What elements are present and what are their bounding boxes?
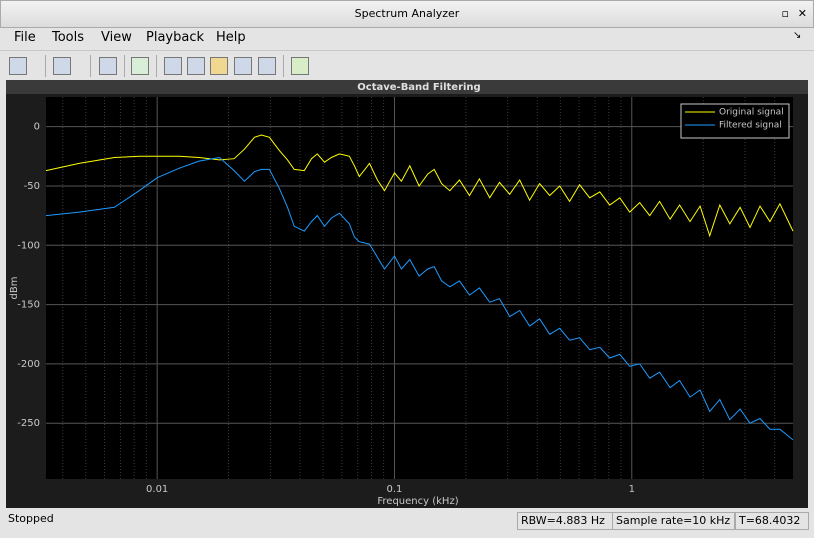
separator <box>156 55 157 77</box>
spectrum-button[interactable] <box>131 57 149 75</box>
legend-label: Filtered signal <box>719 121 782 131</box>
menu-item[interactable]: Tools <box>52 30 85 45</box>
status-rbw: RBW=4.883 Hz <box>517 512 613 530</box>
close-button[interactable]: ✕ <box>797 7 807 20</box>
cursor-button[interactable] <box>164 57 182 75</box>
distortion-button[interactable] <box>234 57 252 75</box>
plot-area <box>46 97 793 479</box>
status-bar: Stopped RBW=4.883 Hz Sample rate=10 kHz … <box>0 509 814 531</box>
ccdf-button[interactable] <box>258 57 276 75</box>
separator <box>45 55 46 77</box>
y-tick-label: -200 <box>17 359 40 370</box>
title-bar: Spectrum Analyzer ▫ ✕ <box>0 0 814 28</box>
series-line <box>45 134 794 238</box>
status-sample-rate: Sample rate=10 kHz <box>612 512 735 530</box>
menu-bar: File Tools View Playback Help ↘ <box>0 27 814 49</box>
separator <box>90 55 91 77</box>
series-line <box>45 156 794 441</box>
channel-button[interactable] <box>210 57 228 75</box>
menu-item[interactable]: View <box>101 30 132 45</box>
settings-button[interactable] <box>9 57 27 75</box>
window-title: Spectrum Analyzer <box>354 7 460 20</box>
scale-button[interactable] <box>99 57 117 75</box>
legend-box <box>680 103 790 139</box>
menu-item[interactable]: File <box>14 30 36 45</box>
x-tick-label: 0.01 <box>146 484 168 495</box>
x-tick-label: 1 <box>629 484 635 495</box>
peak-button[interactable] <box>187 57 205 75</box>
y-tick-label: -150 <box>17 300 40 311</box>
separator <box>283 55 284 77</box>
y-tick-label: -100 <box>17 240 40 251</box>
toolbar <box>0 50 814 79</box>
y-tick-label: -50 <box>24 181 40 192</box>
menu-item[interactable]: Playback <box>146 30 205 45</box>
y-axis-label: dBm <box>9 277 20 300</box>
zoom-button[interactable] <box>53 57 71 75</box>
x-axis-label: Frequency (kHz) <box>377 496 458 507</box>
menu-item[interactable]: Help <box>216 30 246 45</box>
status-state: Stopped <box>8 512 54 525</box>
y-tick-label: 0 <box>34 122 40 133</box>
dock-arrow[interactable]: ↘ <box>793 30 802 41</box>
y-tick-label: -250 <box>17 418 40 429</box>
chart-title-strip <box>6 80 808 94</box>
chart-title: Octave-Band Filtering <box>357 82 480 93</box>
x-tick-label: 0.1 <box>387 484 403 495</box>
maximize-button[interactable]: ▫ <box>781 7 789 20</box>
export-button[interactable] <box>291 57 309 75</box>
chart: Octave-Band Filtering Frequency (kHz) dB… <box>6 80 808 508</box>
status-time: T=68.4032 <box>735 512 809 530</box>
legend-label: Original signal <box>719 108 784 118</box>
separator <box>124 55 125 77</box>
